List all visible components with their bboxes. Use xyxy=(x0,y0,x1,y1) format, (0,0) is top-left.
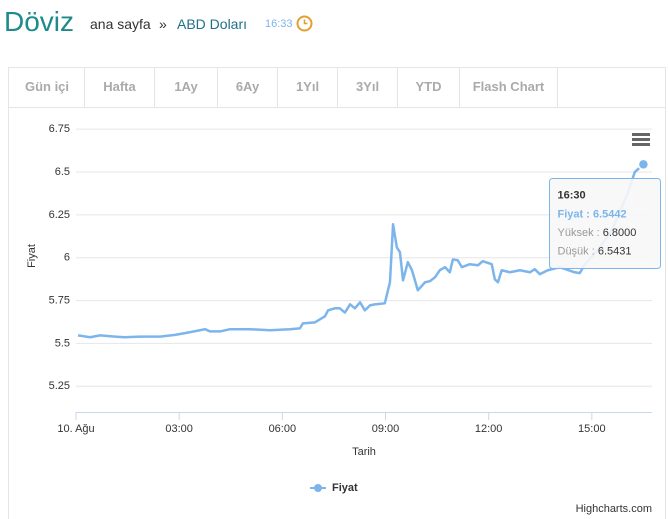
credits: Highcharts.com xyxy=(576,503,652,515)
tooltip-row: Düşük : 6.5431 xyxy=(558,245,632,257)
y-tick-label: 5.5 xyxy=(55,337,70,349)
legend-label: Fiyat xyxy=(332,482,358,494)
breadcrumb-link[interactable]: ana sayfa xyxy=(90,16,151,32)
range-tab[interactable]: 1Ay xyxy=(155,67,218,107)
range-tab[interactable]: 6Ay xyxy=(218,67,278,107)
range-tab[interactable]: Flash Chart xyxy=(460,67,558,107)
range-tab[interactable]: 3Yıl xyxy=(338,67,398,107)
price-line xyxy=(77,163,645,339)
tooltip-label: Düşük xyxy=(558,245,590,257)
y-tick-label: 6.5 xyxy=(55,166,70,178)
y-tick-label: 5.25 xyxy=(49,380,70,392)
x-tick-label: 15:00 xyxy=(578,423,606,435)
tooltip-separator: : xyxy=(594,227,603,239)
range-tab[interactable]: Gün içi xyxy=(10,67,85,107)
breadcrumb-separator: » xyxy=(159,16,167,32)
y-tick-label: 6.75 xyxy=(49,123,70,135)
x-tick-label: 12:00 xyxy=(475,423,503,435)
clock-icon xyxy=(296,15,313,32)
tooltip-value: 6.5431 xyxy=(598,245,632,257)
tooltip-value: 6.8000 xyxy=(603,227,637,239)
y-tick-label: 5.75 xyxy=(49,294,70,306)
tooltip-box xyxy=(549,178,661,269)
range-tab[interactable]: Hafta xyxy=(85,67,155,107)
update-time: 16:33 xyxy=(265,18,293,30)
panel-frame xyxy=(8,67,666,519)
menu-icon-bar xyxy=(632,143,650,146)
x-tick-label: 03:00 xyxy=(165,423,193,435)
tooltip-label: Yüksek xyxy=(558,227,595,239)
x-tick-label: 09:00 xyxy=(372,423,400,435)
breadcrumb-link[interactable]: ABD Doları xyxy=(177,16,248,32)
menu-icon-bar xyxy=(632,138,650,141)
tooltip-value: 6.5442 xyxy=(593,208,627,220)
x-axis-title: Tarih xyxy=(352,446,376,458)
tooltip-title: 16:30 xyxy=(558,189,586,201)
tooltip-label: Fiyat xyxy=(558,208,584,220)
y-tick-label: 6 xyxy=(64,252,70,264)
x-tick-label: 06:00 xyxy=(269,423,297,435)
y-tick-label: 6.25 xyxy=(49,209,70,221)
tooltip-row: Yüksek : 6.8000 xyxy=(558,227,637,239)
y-axis-title: Fiyat xyxy=(26,244,38,268)
x-tick-label: 10. Ağu xyxy=(57,423,94,435)
hover-marker xyxy=(637,158,650,171)
tooltip-separator: : xyxy=(589,245,598,257)
menu-icon-bar xyxy=(632,133,650,136)
legend-symbol xyxy=(314,484,322,492)
page-title: Döviz xyxy=(4,6,75,37)
range-tab[interactable]: YTD xyxy=(398,67,460,107)
tooltip-row: Fiyat : 6.5442 xyxy=(558,208,627,220)
range-tab[interactable]: 1Yıl xyxy=(278,67,338,107)
tooltip-separator: : xyxy=(583,208,593,220)
